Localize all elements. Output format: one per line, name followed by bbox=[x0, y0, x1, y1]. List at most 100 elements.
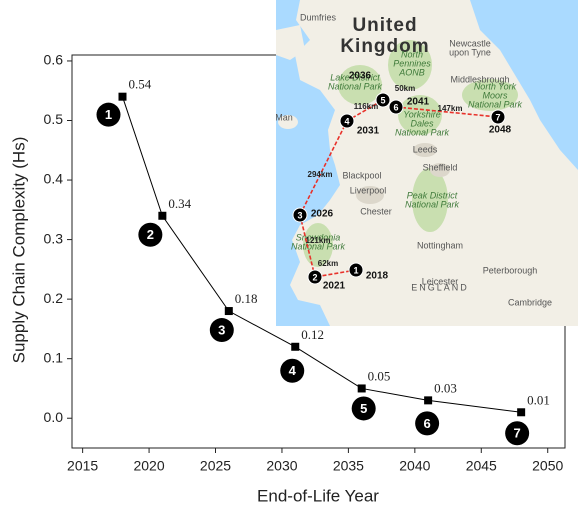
marker-number: 2 bbox=[147, 227, 154, 242]
map-park bbox=[338, 65, 382, 105]
route-node-number: 5 bbox=[380, 95, 385, 105]
route-year: 2021 bbox=[323, 281, 346, 292]
map-park-label: North York bbox=[474, 81, 517, 91]
route-node bbox=[307, 269, 323, 285]
map-place: Liverpool bbox=[350, 185, 387, 195]
plot: 2015 2020 2025 2030 2035 2040 2045 2050 0.0 0.1 0.… bbox=[44, 52, 564, 474]
route-distance: 147km bbox=[438, 104, 463, 113]
x-tick-label: 2020 bbox=[133, 458, 164, 474]
route-node bbox=[490, 109, 506, 125]
data-label: 0.03 bbox=[434, 380, 457, 395]
x-tick-label: 2050 bbox=[532, 458, 563, 474]
map-park bbox=[398, 95, 442, 135]
data-label: 0.18 bbox=[235, 291, 258, 306]
map-place: Dumfries bbox=[300, 12, 337, 22]
map-title: United bbox=[352, 15, 417, 36]
data-label: 0.54 bbox=[128, 77, 151, 92]
map-place: ENGLAND bbox=[411, 282, 469, 292]
map-park-label: National Park bbox=[328, 81, 383, 91]
y-tick-label: 0.1 bbox=[44, 349, 64, 365]
map-place: Leicester bbox=[422, 276, 459, 286]
marker-badge bbox=[96, 102, 121, 127]
map-title: Kingdom bbox=[340, 36, 429, 57]
route-node-number: 6 bbox=[393, 102, 398, 112]
data-point bbox=[118, 92, 127, 101]
data-point bbox=[224, 307, 233, 316]
x-tick-label: 2045 bbox=[466, 458, 497, 474]
map-place: upon Tyne bbox=[449, 47, 491, 57]
map-land bbox=[278, 115, 298, 129]
marker-number: 6 bbox=[424, 416, 431, 431]
x-tick-label: 2030 bbox=[266, 458, 297, 474]
route-year: 2048 bbox=[489, 125, 512, 136]
data-label: 0.01 bbox=[527, 392, 550, 407]
map-city bbox=[430, 163, 450, 177]
map-park-label: AONB bbox=[398, 67, 425, 77]
y-tick-label: 0.6 bbox=[44, 52, 64, 68]
x-tick-label: 2040 bbox=[399, 458, 430, 474]
marker-badge bbox=[209, 318, 234, 343]
route-node-number: 2 bbox=[312, 272, 317, 282]
route-node-number: 4 bbox=[344, 116, 349, 126]
data-point bbox=[517, 408, 526, 417]
map-park-label: Snowdonia bbox=[296, 232, 341, 242]
data-label: 0.12 bbox=[301, 327, 324, 342]
map-place: Cambridge bbox=[508, 297, 552, 307]
marker-number: 7 bbox=[514, 426, 521, 441]
map-place: Peterborough bbox=[483, 265, 538, 275]
y-axis-title: Supply Chain Complexity (Hs) bbox=[9, 137, 28, 364]
marker-badge bbox=[351, 396, 376, 421]
x-tick-label: 2015 bbox=[67, 458, 98, 474]
route-distance: 294km bbox=[308, 170, 333, 179]
map-park-label: National Park bbox=[395, 127, 450, 137]
map-park-label: Dales bbox=[410, 118, 434, 128]
x-axis-title: End-of-Life Year bbox=[257, 486, 379, 505]
route-node-number: 3 bbox=[297, 210, 302, 220]
route-arrow bbox=[299, 120, 348, 216]
route-distance: 62km bbox=[318, 259, 338, 268]
marker-badge bbox=[280, 358, 305, 383]
route-node bbox=[292, 207, 308, 223]
route-node bbox=[388, 99, 404, 115]
map-park bbox=[462, 79, 518, 111]
map-park bbox=[388, 40, 432, 90]
x-tick-label: 2035 bbox=[333, 458, 364, 474]
map-park-label: Yorkshire bbox=[403, 109, 441, 119]
route-distance: 50km bbox=[395, 84, 415, 93]
route-year: 2031 bbox=[357, 126, 380, 137]
route-node-number: 1 bbox=[353, 265, 358, 275]
marker-number: 5 bbox=[360, 401, 367, 416]
map-land bbox=[276, 25, 305, 60]
map-park-label: National Park bbox=[468, 99, 523, 109]
map-place: Man bbox=[275, 112, 293, 122]
map-park-label: National Park bbox=[291, 241, 346, 251]
map-place: Blackpool bbox=[342, 170, 381, 180]
route-year: 2036 bbox=[349, 71, 372, 82]
data-point bbox=[158, 211, 167, 220]
y-tick-label: 0.0 bbox=[44, 409, 64, 425]
marker-badge bbox=[505, 421, 530, 446]
y-tick-label: 0.3 bbox=[44, 230, 64, 246]
marker-number: 1 bbox=[105, 107, 112, 122]
marker-number: 3 bbox=[218, 322, 225, 337]
route-node bbox=[339, 113, 355, 129]
marker-badge bbox=[415, 411, 440, 436]
map-place: Leeds bbox=[413, 144, 438, 154]
route-distance: 116km bbox=[354, 102, 378, 111]
map-park-label: North bbox=[401, 49, 423, 59]
map-place: Chester bbox=[360, 206, 392, 216]
map-place: Nottingham bbox=[417, 240, 463, 250]
data-point bbox=[357, 384, 366, 393]
x-tick-label: 2025 bbox=[200, 458, 231, 474]
marker-badge bbox=[138, 222, 163, 247]
data-label: 0.05 bbox=[368, 368, 391, 383]
data-label: 0.34 bbox=[168, 196, 191, 211]
map-place: Sheffield bbox=[423, 162, 458, 172]
route-node-number: 7 bbox=[495, 112, 500, 122]
route-arrow bbox=[299, 214, 316, 278]
map-park-label: Pennines bbox=[393, 58, 431, 68]
route-year: 2018 bbox=[366, 271, 389, 282]
route-year: 2026 bbox=[311, 209, 334, 220]
